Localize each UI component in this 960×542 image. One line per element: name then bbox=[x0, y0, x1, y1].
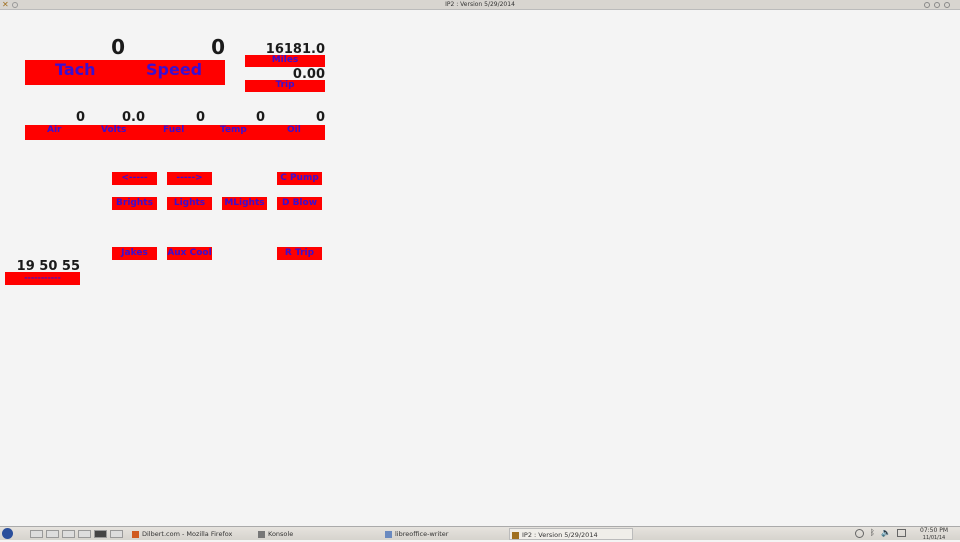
volume-icon[interactable]: 🔈 bbox=[881, 528, 891, 537]
konsole-icon bbox=[258, 531, 265, 538]
task-label: Dilbert.com - Mozilla Firefox bbox=[142, 530, 233, 538]
taskbar: Dilbert.com - Mozilla Firefox Konsole li… bbox=[0, 526, 960, 542]
next-button[interactable]: -----> bbox=[167, 172, 212, 185]
oil-value: 0 bbox=[315, 110, 325, 125]
firefox-icon bbox=[132, 531, 139, 538]
task-ip2[interactable]: IP2 : Version 5/29/2014 bbox=[509, 528, 633, 540]
sensor-bar: Air Volts Fuel Temp Oil bbox=[25, 125, 325, 140]
speed-value: 0 bbox=[211, 35, 225, 59]
miles-value: 16181.0 bbox=[265, 42, 325, 57]
trip-value: 0.00 bbox=[292, 67, 325, 82]
tach-value: 0 bbox=[111, 35, 125, 59]
lights-button[interactable]: Lights bbox=[167, 197, 212, 210]
trip-label: Trip bbox=[245, 80, 325, 92]
desktop-pager-3[interactable] bbox=[62, 530, 75, 538]
d-blow-button[interactable]: D Blow bbox=[277, 197, 322, 210]
aux-cool-button[interactable]: Aux Cool bbox=[167, 247, 212, 260]
clock-time: 19 50 55 bbox=[16, 259, 80, 274]
fuel-value: 0 bbox=[195, 110, 205, 125]
task-label: IP2 : Version 5/29/2014 bbox=[522, 531, 598, 539]
task-konsole[interactable]: Konsole bbox=[256, 528, 376, 540]
maximize-icon[interactable] bbox=[934, 2, 940, 8]
brights-button[interactable]: Brights bbox=[112, 197, 157, 210]
clock-time-label: 07:50 PM bbox=[920, 527, 948, 534]
display-icon[interactable] bbox=[897, 529, 906, 537]
task-label: libreoffice-writer bbox=[395, 530, 449, 538]
libreoffice-icon bbox=[385, 531, 392, 538]
task-firefox[interactable]: Dilbert.com - Mozilla Firefox bbox=[130, 528, 250, 540]
tach-speed-bar: Tach Speed bbox=[25, 60, 225, 85]
temp-label: Temp bbox=[220, 125, 247, 135]
speed-label: Speed bbox=[146, 60, 203, 79]
miles-label: Miles bbox=[245, 55, 325, 67]
air-value: 0 bbox=[75, 110, 85, 125]
desktop-pager-2[interactable] bbox=[46, 530, 59, 538]
oil-label: Oil bbox=[287, 125, 301, 135]
start-menu-icon[interactable] bbox=[2, 528, 13, 539]
window-title: IP2 : Version 5/29/2014 bbox=[445, 1, 515, 8]
tach-label: Tach bbox=[55, 60, 96, 79]
menu-icon[interactable] bbox=[12, 2, 18, 8]
volts-value: 0.0 bbox=[121, 110, 145, 125]
clock-date-label: 11/01/14 bbox=[922, 535, 946, 541]
c-pump-button[interactable]: C Pump bbox=[277, 172, 322, 185]
clock-bar: ----------- bbox=[5, 272, 80, 285]
ip2-icon bbox=[512, 532, 519, 539]
volts-label: Volts bbox=[101, 125, 127, 135]
jakes-button[interactable]: Jakes bbox=[112, 247, 157, 260]
minimize-icon[interactable] bbox=[924, 2, 930, 8]
fuel-label: Fuel bbox=[163, 125, 185, 135]
task-label: Konsole bbox=[268, 530, 294, 538]
prev-button[interactable]: <----- bbox=[112, 172, 157, 185]
bluetooth-icon[interactable]: ᛒ bbox=[870, 528, 875, 537]
r-trip-button[interactable]: R Trip bbox=[277, 247, 322, 260]
close-icon[interactable] bbox=[944, 2, 950, 8]
app-icon: ✕ bbox=[2, 0, 9, 9]
desktop-pager-6[interactable] bbox=[110, 530, 123, 538]
desktop-pager-4[interactable] bbox=[78, 530, 91, 538]
clock[interactable]: 07:50 PM 11/01/14 bbox=[915, 527, 953, 542]
temp-value: 0 bbox=[255, 110, 265, 125]
air-label: Air bbox=[47, 125, 62, 135]
mlights-button[interactable]: MLights bbox=[222, 197, 267, 210]
desktop-pager-5[interactable] bbox=[94, 530, 107, 538]
title-bar: ✕ IP2 : Version 5/29/2014 bbox=[0, 0, 960, 10]
network-icon[interactable] bbox=[855, 529, 864, 538]
desktop-pager-1[interactable] bbox=[30, 530, 43, 538]
task-libreoffice[interactable]: libreoffice-writer bbox=[383, 528, 503, 540]
